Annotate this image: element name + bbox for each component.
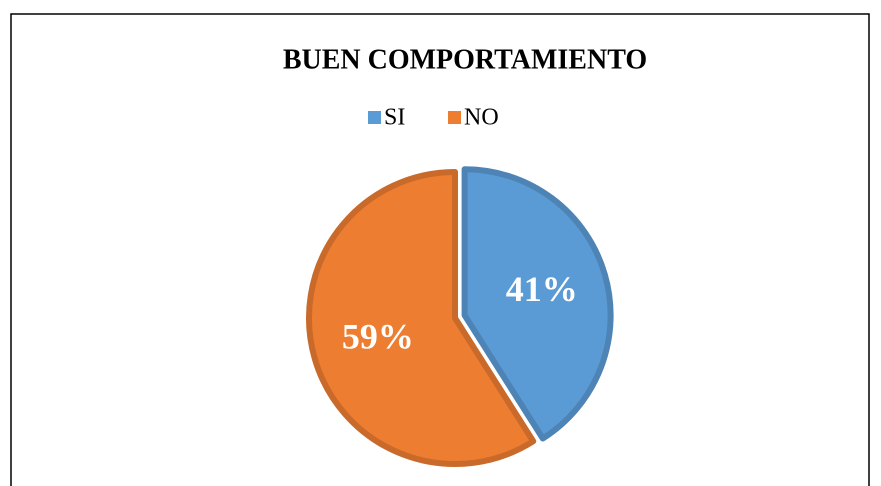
legend-swatch [448, 111, 461, 124]
pie-slice [461, 166, 614, 442]
chart-title: BUEN COMPORTAMIENTO [283, 44, 647, 75]
pie-slice [306, 169, 537, 467]
legend-swatch [368, 111, 381, 124]
legend-label: SI [384, 105, 405, 131]
data-label: 41% [506, 269, 578, 309]
data-label: 59% [342, 317, 414, 357]
legend-label: NO [464, 105, 499, 131]
